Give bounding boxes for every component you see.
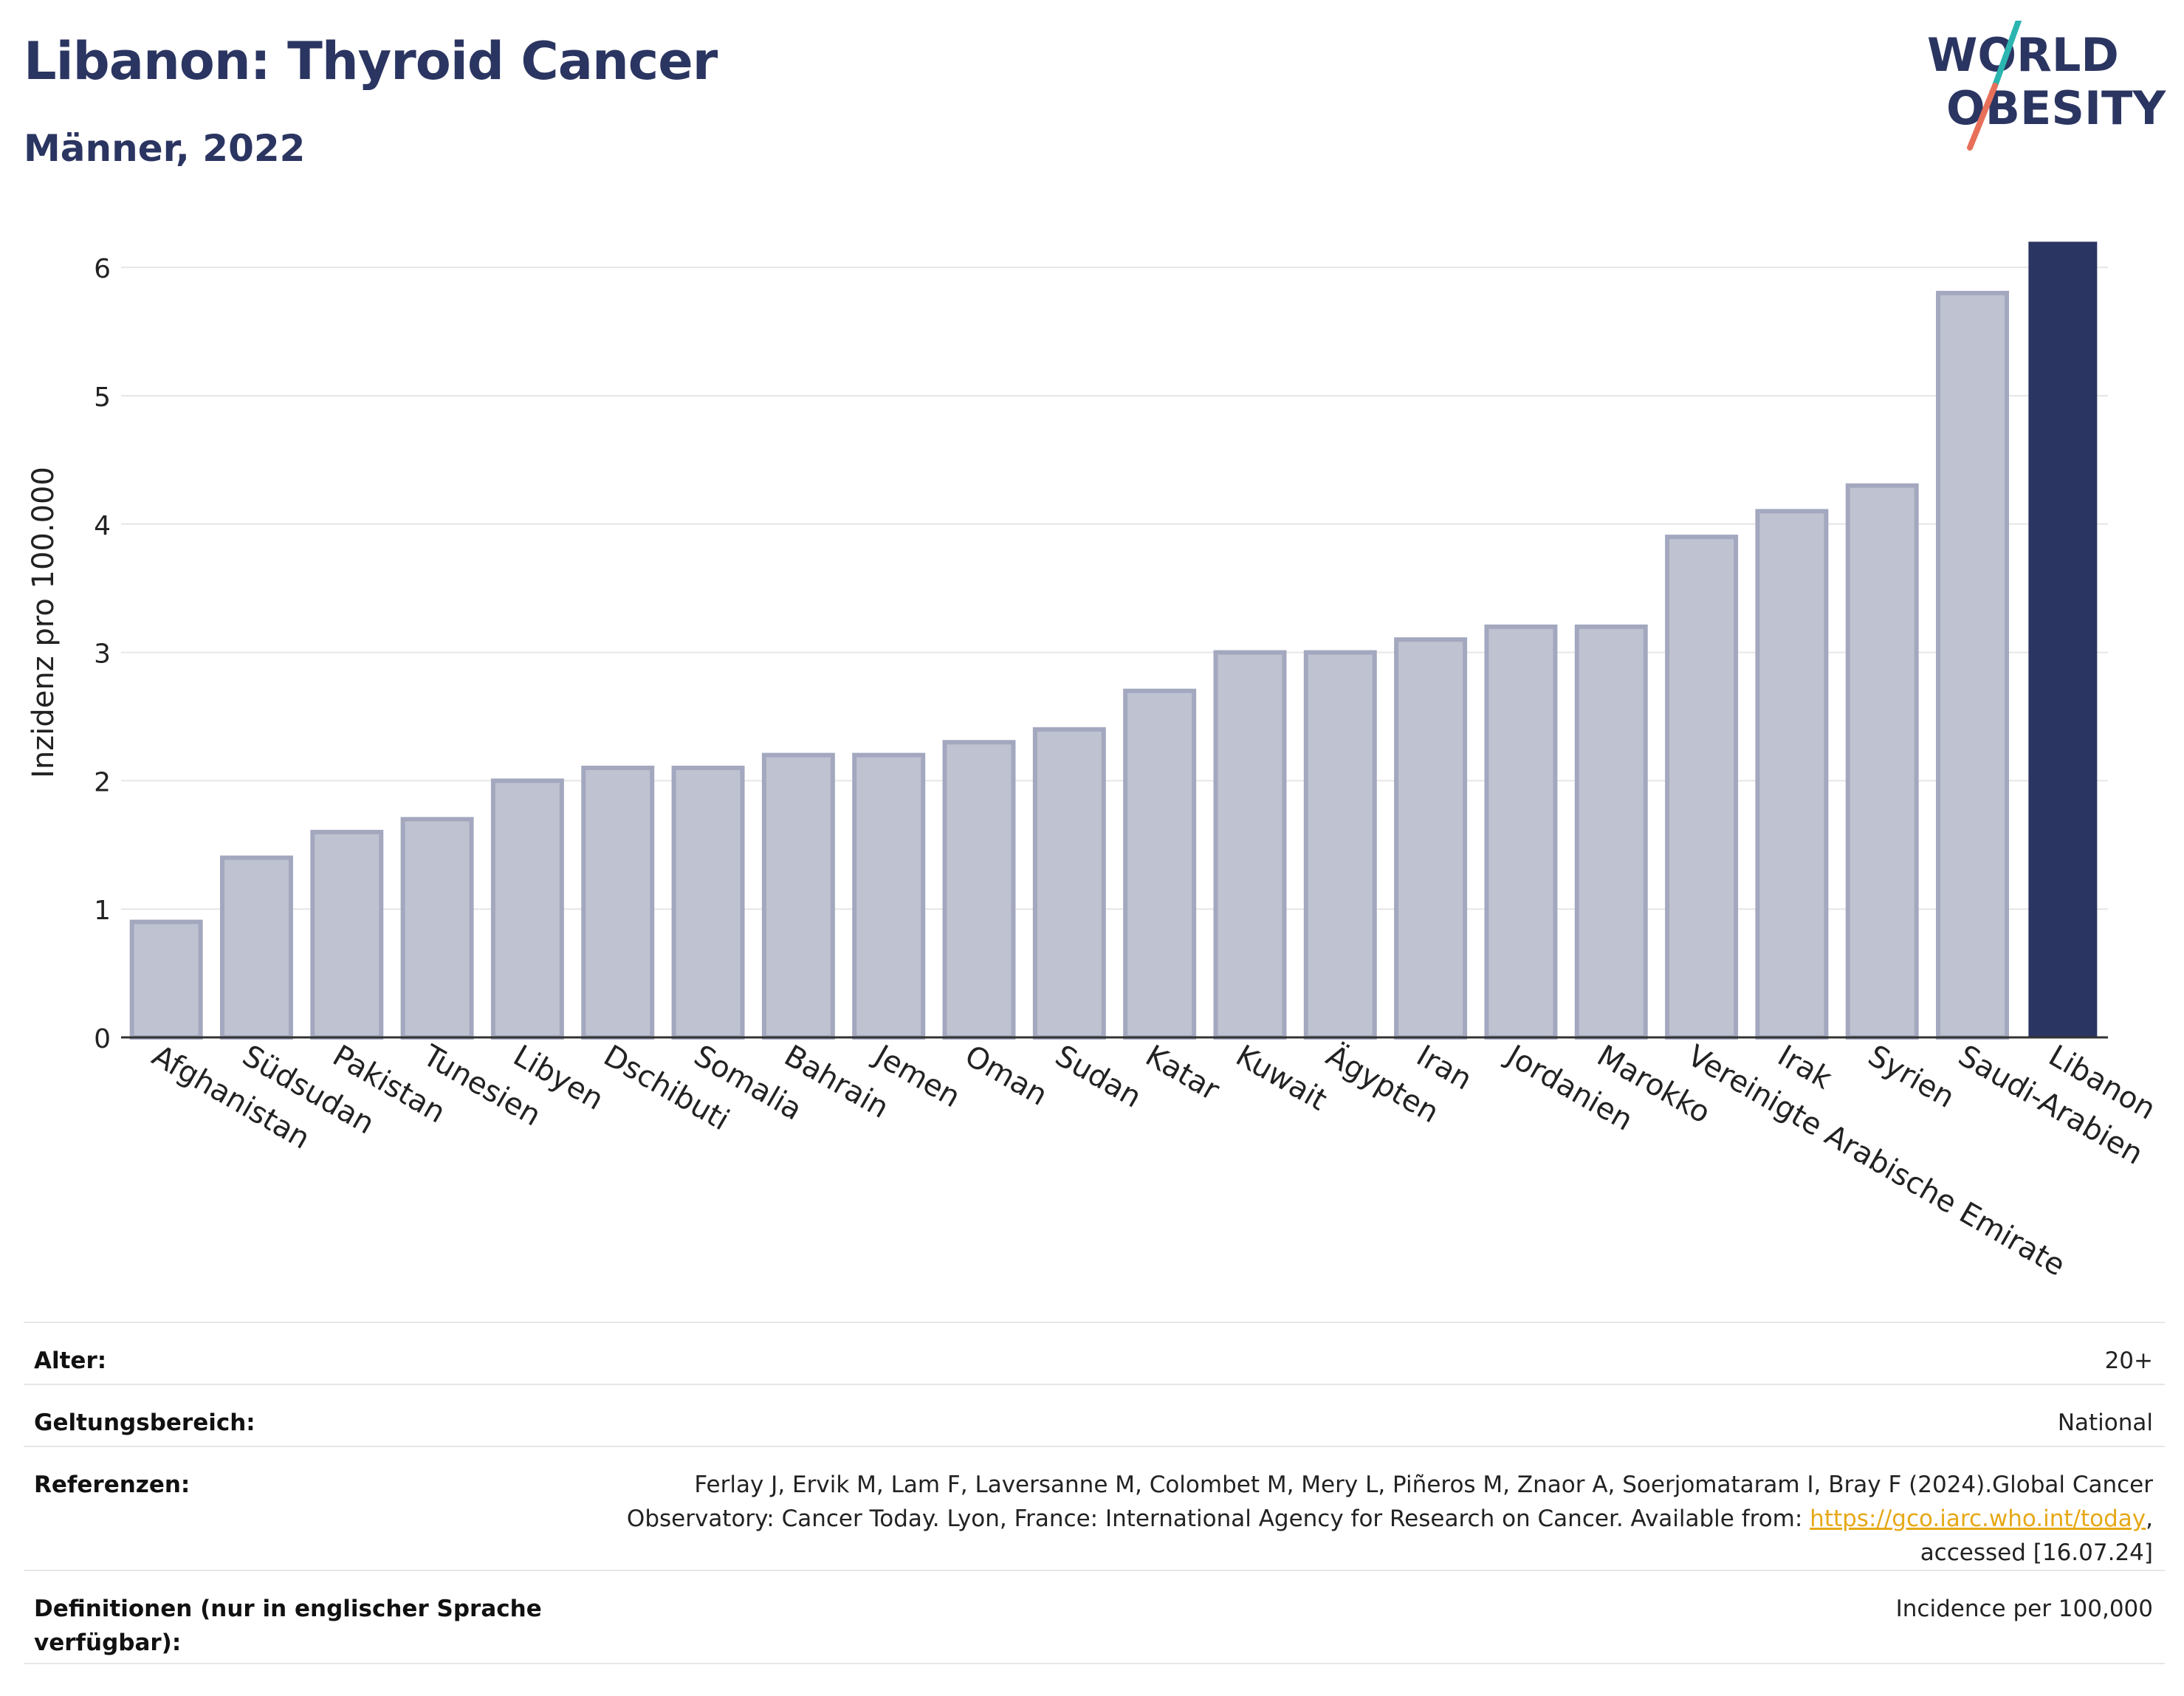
bar-6: [671, 766, 745, 1040]
meta-value-age: 20+: [2104, 1347, 2153, 1374]
bar-12: [1213, 650, 1287, 1040]
bar-21: [2028, 241, 2098, 1037]
meta-value-references: Ferlay J, Ervik M, Lam F, Laversanne M, …: [602, 1468, 2153, 1570]
x-tick-label: Kuwait: [1230, 1039, 1333, 1118]
meta-row-references: Referenzen: Ferlay J, Ervik M, Lam F, La…: [24, 1446, 2165, 1570]
bar-19: [1845, 483, 1919, 1040]
chart-title: Libanon: Thyroid Cancer: [24, 31, 718, 92]
x-tick-label: Sudan: [1049, 1039, 1147, 1115]
bar-0: [129, 919, 203, 1040]
x-tick-label: Syrien: [1862, 1039, 1960, 1115]
logo-slash-top: [1992, 21, 2022, 89]
meta-label-scope: Geltungsbereich:: [34, 1410, 255, 1436]
meta-row-scope: Geltungsbereich: National: [24, 1384, 2165, 1446]
metadata-table: Alter: 20+ Geltungsbereich: National Ref…: [24, 1322, 2165, 1664]
x-tick-labels: AfghanistanSüdsudanPakistanTunesienLibye…: [146, 1037, 2161, 1283]
bar-13: [1303, 650, 1377, 1040]
logo-slash-bottom: [1967, 83, 1998, 151]
bar-8: [852, 752, 926, 1040]
x-tick-label: Katar: [1140, 1039, 1226, 1108]
meta-label-age: Alter:: [34, 1347, 107, 1374]
bar-2: [310, 829, 384, 1040]
y-tick-label: 3: [94, 639, 111, 670]
bar-16: [1574, 624, 1648, 1040]
meta-label-definitions: Definitionen (nur in englischer Sprache …: [34, 1596, 542, 1656]
meta-value-scope: National: [2057, 1410, 2153, 1436]
y-axis-label: Inzidenz pro 100.000: [27, 467, 61, 778]
y-tick-label: 4: [94, 511, 111, 541]
bar-18: [1755, 509, 1829, 1040]
chart-subtitle: Männer, 2022: [24, 127, 306, 170]
meta-label-references: Referenzen:: [34, 1472, 190, 1498]
reference-link[interactable]: https://gco.iarc.who.int/today: [1810, 1506, 2146, 1532]
y-tick-label: 1: [94, 896, 111, 926]
bar-14: [1394, 637, 1468, 1040]
bar-9: [942, 740, 1016, 1040]
bar-11: [1123, 688, 1197, 1040]
y-tick-label: 0: [94, 1024, 111, 1054]
bar-7: [761, 752, 835, 1040]
y-tick-label: 6: [94, 254, 111, 284]
reference-accessed: , accessed [16.07.24]: [1920, 1506, 2153, 1566]
meta-row-age: Alter: 20+: [24, 1322, 2165, 1384]
meta-value-definitions: Incidence per 100,000: [1895, 1596, 2153, 1622]
bar-17: [1665, 535, 1739, 1040]
bar-20: [1936, 290, 2010, 1040]
bars: [129, 241, 2098, 1040]
bar-chart: 0 1 2 3 4 5 6 AfghanistanSüdsudanPakistanTunes…: [27, 241, 2161, 1283]
bar-10: [1032, 727, 1106, 1040]
reference-text: Ferlay J, Ervik M, Lam F, Laversanne M, …: [626, 1472, 2153, 1532]
bar-3: [400, 817, 474, 1040]
y-tick-label: 5: [94, 382, 111, 413]
y-tick-label: 2: [94, 767, 111, 797]
logo-line-1: WORLD: [1927, 28, 2119, 82]
y-tick-labels: 0 1 2 3 4 5 6: [94, 254, 111, 1054]
bar-15: [1484, 624, 1558, 1040]
bar-1: [219, 855, 293, 1040]
x-tick-label: Oman: [959, 1039, 1053, 1113]
meta-bottom-rule: [24, 1663, 2165, 1664]
world-obesity-logo: WORLD OBESITY: [1927, 21, 2166, 151]
bar-4: [490, 778, 564, 1040]
bar-5: [581, 766, 655, 1040]
meta-row-definitions: Definitionen (nur in englischer Sprache …: [24, 1570, 2165, 1663]
